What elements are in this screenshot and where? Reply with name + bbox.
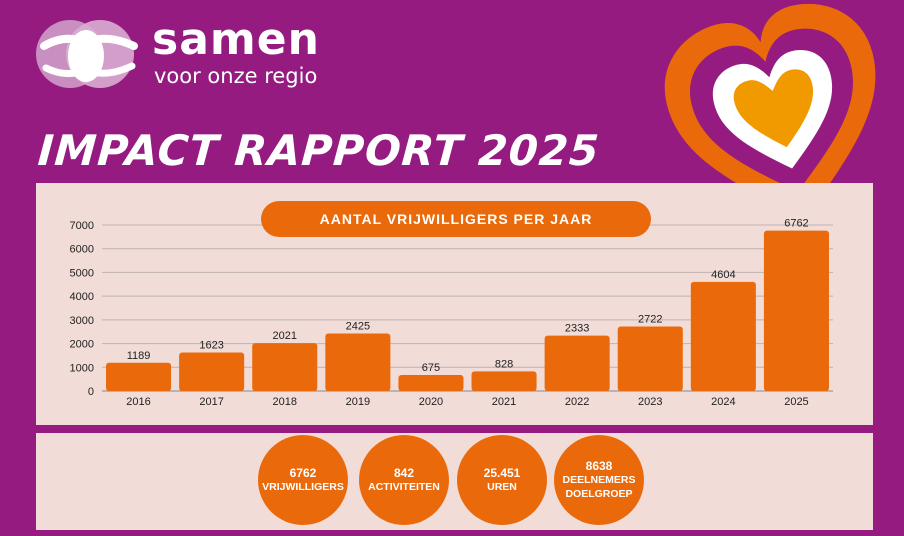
data-label: 2425 xyxy=(346,320,370,332)
brand-name: samen xyxy=(152,14,320,65)
data-label: 675 xyxy=(422,362,440,374)
y-tick-label: 5000 xyxy=(70,267,94,279)
stats-panel: 6762 VRIJWILLIGERS 842 ACTIVITEITEN 25.4… xyxy=(36,433,873,530)
stat-activities: 842 ACTIVITEITEN xyxy=(359,435,449,525)
stat-label: DEELNEMERS DOELGROEP xyxy=(562,474,636,500)
x-tick-label: 2022 xyxy=(565,396,589,408)
stat-label: VRIJWILLIGERS xyxy=(262,481,344,493)
y-tick-label: 0 xyxy=(88,386,94,398)
data-label: 2021 xyxy=(273,330,297,342)
bar xyxy=(179,352,245,391)
stat-label: ACTIVITEITEN xyxy=(368,481,440,493)
x-tick-label: 2020 xyxy=(419,396,443,408)
data-label: 6762 xyxy=(784,218,808,230)
y-tick-label: 3000 xyxy=(70,315,94,327)
data-label: 1623 xyxy=(199,340,223,352)
bar xyxy=(471,371,537,391)
bar xyxy=(544,335,610,391)
hands-logo-icon xyxy=(36,20,138,88)
chart-panel: 0 1000 2000 3000 4000 5000 6000 7000 1189 2016 162… xyxy=(36,183,873,425)
x-tick-label: 2024 xyxy=(711,396,735,408)
stat-value: 842 xyxy=(393,466,415,480)
data-label: 2722 xyxy=(638,313,662,325)
data-label: 1189 xyxy=(127,350,151,362)
y-tick-label: 2000 xyxy=(70,339,94,351)
stat-value: 8638 xyxy=(585,459,613,473)
report-title: IMPACT RAPPORT 2025 xyxy=(36,126,602,175)
data-label: 4604 xyxy=(711,269,735,281)
bar xyxy=(325,333,391,391)
bar xyxy=(398,374,464,391)
y-tick-label: 7000 xyxy=(70,220,94,232)
stat-value: 25.451 xyxy=(483,466,521,480)
heart-icon xyxy=(664,4,876,219)
x-tick-label: 2023 xyxy=(638,396,662,408)
x-tick-label: 2017 xyxy=(199,396,223,408)
stat-label: UREN xyxy=(487,481,517,493)
stat-volunteers: 6762 VRIJWILLIGERS xyxy=(258,435,348,525)
y-tick-label: 1000 xyxy=(70,362,94,374)
x-tick-label: 2019 xyxy=(346,396,370,408)
bar xyxy=(763,230,829,391)
y-tick-label: 6000 xyxy=(70,244,94,256)
stat-participants: 8638 DEELNEMERS DOELGROEP xyxy=(554,435,644,525)
chart-title: AANTAL VRIJWILLIGERS PER JAAR xyxy=(261,201,651,237)
brand-tagline: voor onze regio xyxy=(154,64,318,88)
x-tick-label: 2016 xyxy=(126,396,150,408)
x-tick-label: 2025 xyxy=(784,396,808,408)
data-label: 2333 xyxy=(565,323,589,335)
logo: samen voor onze regio xyxy=(34,14,354,94)
data-label: 828 xyxy=(495,358,513,370)
stat-value: 6762 xyxy=(289,466,317,480)
x-tick-label: 2018 xyxy=(273,396,297,408)
x-tick-label: 2021 xyxy=(492,396,516,408)
bar xyxy=(106,362,172,391)
stat-hours: 25.451 UREN xyxy=(457,435,547,525)
bar xyxy=(690,281,756,391)
y-tick-label: 4000 xyxy=(70,291,94,303)
bar-chart: 0 1000 2000 3000 4000 5000 6000 7000 1189 2016 162… xyxy=(70,218,833,408)
bar xyxy=(617,326,683,391)
bar xyxy=(252,343,318,391)
